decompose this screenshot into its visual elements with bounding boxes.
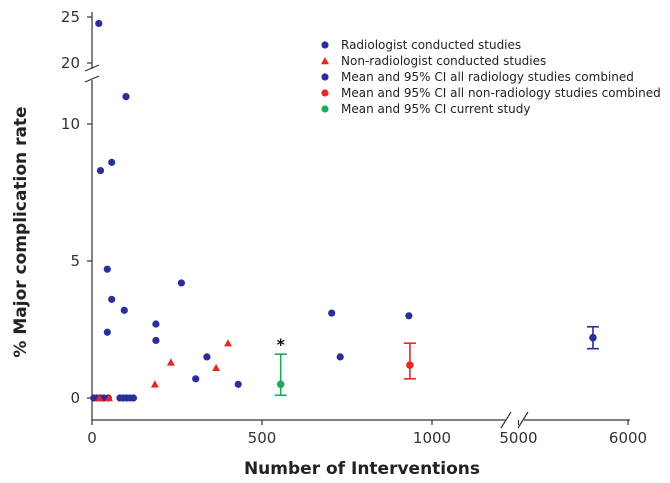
legend-label: Non-radiologist conducted studies: [341, 54, 546, 68]
legend-marker: [321, 105, 329, 113]
legend-label: Mean and 95% CI all radiology studies co…: [341, 70, 634, 84]
radiologist-study-point: [234, 380, 242, 388]
radiologist-study-point: [96, 166, 105, 175]
y-axis-break-mark: [84, 75, 100, 83]
ci-mean-point: [589, 333, 597, 342]
legend-label: Mean and 95% CI all non-radiology studie…: [341, 86, 661, 100]
legend-marker: [321, 41, 329, 49]
radiologist-study-point: [192, 375, 200, 383]
radiologist-study-point: [108, 158, 116, 166]
significance-annotation: *: [277, 335, 286, 354]
radiologist-study-point: [122, 93, 130, 101]
radiologist-study-point: [177, 279, 186, 287]
y-tick-label: 25: [61, 8, 80, 26]
ci-mean-point: [406, 361, 414, 369]
y-tick-label: 0: [70, 389, 80, 407]
y-tick-label: 10: [61, 115, 80, 133]
y-axis-break-mark: [84, 64, 100, 72]
y-tick-label: 5: [70, 252, 80, 270]
non-radiologist-study-point: [105, 394, 113, 402]
radiologist-study-point: [152, 336, 160, 345]
x-tick-label: 1000: [413, 429, 451, 447]
y-axis-title: % Major complication rate: [11, 106, 31, 357]
radiologist-study-point: [336, 353, 344, 361]
x-axis-title: Number of Interventions: [244, 459, 480, 479]
non-radiologist-study-point: [95, 394, 104, 402]
radiologist-study-point: [328, 309, 336, 317]
data-marks: *: [90, 19, 599, 402]
x-tick-label: 0: [87, 429, 97, 447]
legend-label: Radiologist conducted studies: [341, 38, 521, 52]
legend-marker: [321, 57, 329, 65]
y-tick-label: 20: [61, 54, 80, 72]
legend: Radiologist conducted studies Non-radiolo…: [321, 38, 661, 116]
radiologist-study-point: [203, 353, 211, 361]
radiologist-study-point: [405, 312, 413, 320]
radiologist-study-point: [95, 19, 103, 28]
x-tick-label: 6000: [609, 429, 647, 447]
radiologist-study-point: [129, 394, 138, 402]
radiologist-study-point: [103, 328, 111, 336]
legend-label: Mean and 95% CI current study: [341, 102, 531, 116]
non-radiologist-study-point: [150, 380, 159, 388]
non-radiologist-study-point: [212, 363, 221, 372]
non-radiologist-study-point: [224, 339, 232, 347]
non-radiologist-study-point: [166, 358, 175, 366]
legend-marker: [321, 89, 329, 97]
x-axis-break-mark: [500, 411, 512, 429]
x-tick-label: 5000: [499, 429, 537, 447]
legend-marker: [321, 73, 329, 81]
radiologist-study-point: [120, 306, 128, 314]
x-axis-break-mark: [517, 411, 529, 429]
tick-labels: 0 500 1000 5000 6000 0 5 10 20 25: [61, 8, 647, 447]
x-tick-label: 500: [248, 429, 277, 447]
radiologist-study-point: [152, 320, 160, 328]
radiologist-study-point: [108, 295, 116, 303]
axes: [84, 12, 630, 429]
ci-mean-point: [276, 380, 285, 389]
radiologist-study-point: [103, 265, 111, 273]
